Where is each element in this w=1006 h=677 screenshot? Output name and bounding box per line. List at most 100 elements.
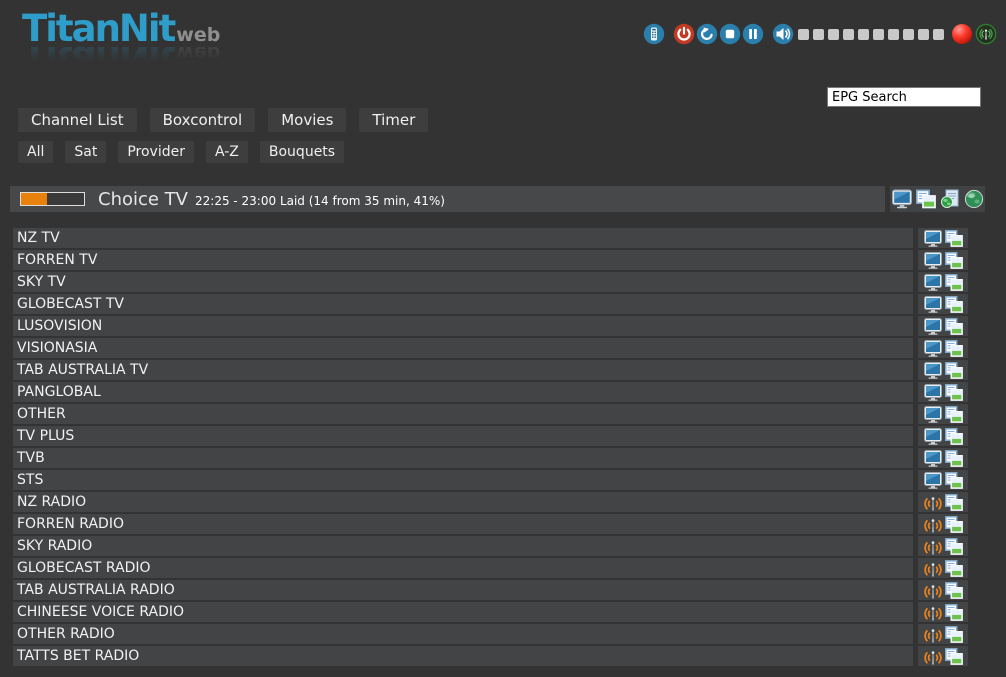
channel-name-sts[interactable]: STS <box>13 470 913 490</box>
channel-name-sky-tv[interactable]: SKY TV <box>13 272 913 292</box>
channel-name-globecast-tv[interactable]: GLOBECAST TV <box>13 294 913 314</box>
channel-name-other-radio[interactable]: OTHER RADIO <box>13 624 913 644</box>
zap-radio-button[interactable] <box>923 582 942 599</box>
zap-tv-button[interactable] <box>923 405 942 423</box>
volume-segment[interactable] <box>873 28 884 40</box>
volume-segment[interactable] <box>888 28 899 40</box>
zap-tv-button[interactable] <box>923 339 942 357</box>
remote-control-button[interactable] <box>643 23 665 45</box>
zap-tv-button[interactable] <box>923 273 942 291</box>
power-button[interactable] <box>673 23 695 45</box>
filter-tab-a-z[interactable]: A-Z <box>205 141 248 163</box>
zap-radio-button[interactable] <box>923 560 942 577</box>
channel-name-visionasia[interactable]: VISIONASIA <box>13 338 913 358</box>
volume-segment[interactable] <box>933 28 944 40</box>
copy-epg-icon <box>944 471 963 489</box>
channel-epg-button[interactable] <box>944 515 963 533</box>
channel-epg-button[interactable] <box>944 383 963 401</box>
channel-name-tab-australia-tv[interactable]: TAB AUSTRALIA TV <box>13 360 913 380</box>
filter-tab-provider[interactable]: Provider <box>118 141 194 163</box>
channel-epg-button[interactable] <box>944 603 963 621</box>
zap-radio-button[interactable] <box>923 604 942 621</box>
channel-name-nz-tv[interactable]: NZ TV <box>13 228 913 248</box>
nav-tab-channel-list[interactable]: Channel List <box>18 108 137 132</box>
nav-tab-timer[interactable]: Timer <box>359 108 429 132</box>
channel-name-tab-australia-radio[interactable]: TAB AUSTRALIA RADIO <box>13 580 913 600</box>
zap-radio-button[interactable] <box>923 538 942 555</box>
channel-epg-button[interactable] <box>944 559 963 577</box>
web-globe-button[interactable] <box>964 189 984 209</box>
channel-epg-button[interactable] <box>944 471 963 489</box>
volume-segment[interactable] <box>918 28 929 40</box>
channel-epg-button[interactable] <box>944 493 963 511</box>
filter-tab-sat[interactable]: Sat <box>65 141 107 163</box>
switch-channel-button[interactable] <box>891 189 912 209</box>
zap-tv-button[interactable] <box>923 449 942 467</box>
channel-epg-button[interactable] <box>944 647 963 665</box>
channel-row-actions <box>918 382 968 402</box>
pause-button[interactable] <box>742 23 764 45</box>
refresh-button[interactable] <box>696 23 718 45</box>
channel-epg-button[interactable] <box>944 229 963 247</box>
zap-radio-button[interactable] <box>923 494 942 511</box>
volume-segment[interactable] <box>798 28 809 40</box>
channel-epg-button[interactable] <box>944 317 963 335</box>
zap-tv-button[interactable] <box>923 295 942 313</box>
filter-tab-bouquets[interactable]: Bouquets <box>259 141 345 163</box>
stream-antenna-button[interactable] <box>975 23 997 45</box>
channel-name-lusovision[interactable]: LUSOVISION <box>13 316 913 336</box>
channel-epg-button[interactable] <box>944 405 963 423</box>
channel-name-chineese-voice-radio[interactable]: CHINEESE VOICE RADIO <box>13 602 913 622</box>
channel-epg-button[interactable] <box>944 361 963 379</box>
volume-segment[interactable] <box>843 28 854 40</box>
zap-tv-button[interactable] <box>923 361 942 379</box>
channel-name-forren-radio[interactable]: FORREN RADIO <box>13 514 913 534</box>
channel-epg-button[interactable] <box>944 251 963 269</box>
channel-epg-button[interactable] <box>944 295 963 313</box>
channel-epg-button[interactable] <box>944 625 963 643</box>
zap-tv-button[interactable] <box>923 251 942 269</box>
nav-tab-boxcontrol[interactable]: Boxcontrol <box>149 108 256 132</box>
channel-name-sky-radio[interactable]: SKY RADIO <box>13 536 913 556</box>
volume-segment[interactable] <box>828 28 839 40</box>
channel-name-tvb[interactable]: TVB <box>13 448 913 468</box>
volume-segment[interactable] <box>858 28 869 40</box>
copy-epg-icon <box>944 383 963 401</box>
filter-tab-all[interactable]: All <box>18 141 54 163</box>
epg-search-input[interactable] <box>827 87 981 107</box>
channel-name-other[interactable]: OTHER <box>13 404 913 424</box>
volume-mute-button[interactable] <box>772 23 794 45</box>
copy-epg-button[interactable] <box>915 189 936 209</box>
channel-epg-button[interactable] <box>944 339 963 357</box>
channel-name-forren-tv[interactable]: FORREN TV <box>13 250 913 270</box>
volume-segment[interactable] <box>813 28 824 40</box>
channel-name-panglobal[interactable]: PANGLOBAL <box>13 382 913 402</box>
zap-tv-button[interactable] <box>923 471 942 489</box>
channel-epg-button[interactable] <box>944 449 963 467</box>
app-logo-reflection: TitanNit web <box>22 38 221 81</box>
zap-tv-button[interactable] <box>923 229 942 247</box>
channel-name-globecast-radio[interactable]: GLOBECAST RADIO <box>13 558 913 578</box>
epg-document-button[interactable] <box>940 189 960 209</box>
zap-radio-button[interactable] <box>923 648 942 665</box>
channel-epg-button[interactable] <box>944 581 963 599</box>
channel-epg-button[interactable] <box>944 427 963 445</box>
zap-tv-button[interactable] <box>923 317 942 335</box>
volume-segment[interactable] <box>903 28 914 40</box>
copy-epg-icon <box>944 317 963 335</box>
zap-tv-button[interactable] <box>923 383 942 401</box>
switch-tv-icon <box>891 189 912 209</box>
channel-name-tatts-bet-radio[interactable]: TATTS BET RADIO <box>13 646 913 666</box>
channel-name-nz-radio[interactable]: NZ RADIO <box>13 492 913 512</box>
volume-level-bar[interactable] <box>798 28 948 40</box>
stop-button[interactable] <box>719 23 741 45</box>
channel-name-tv-plus[interactable]: TV PLUS <box>13 426 913 446</box>
nav-tab-movies[interactable]: Movies <box>268 108 347 132</box>
zap-radio-button[interactable] <box>923 626 942 643</box>
channel-row: PANGLOBAL <box>13 382 968 402</box>
zap-radio-button[interactable] <box>923 516 942 533</box>
channel-epg-button[interactable] <box>944 273 963 291</box>
channel-epg-button[interactable] <box>944 537 963 555</box>
zap-tv-button[interactable] <box>923 427 942 445</box>
channel-row: TATTS BET RADIO <box>13 646 968 666</box>
